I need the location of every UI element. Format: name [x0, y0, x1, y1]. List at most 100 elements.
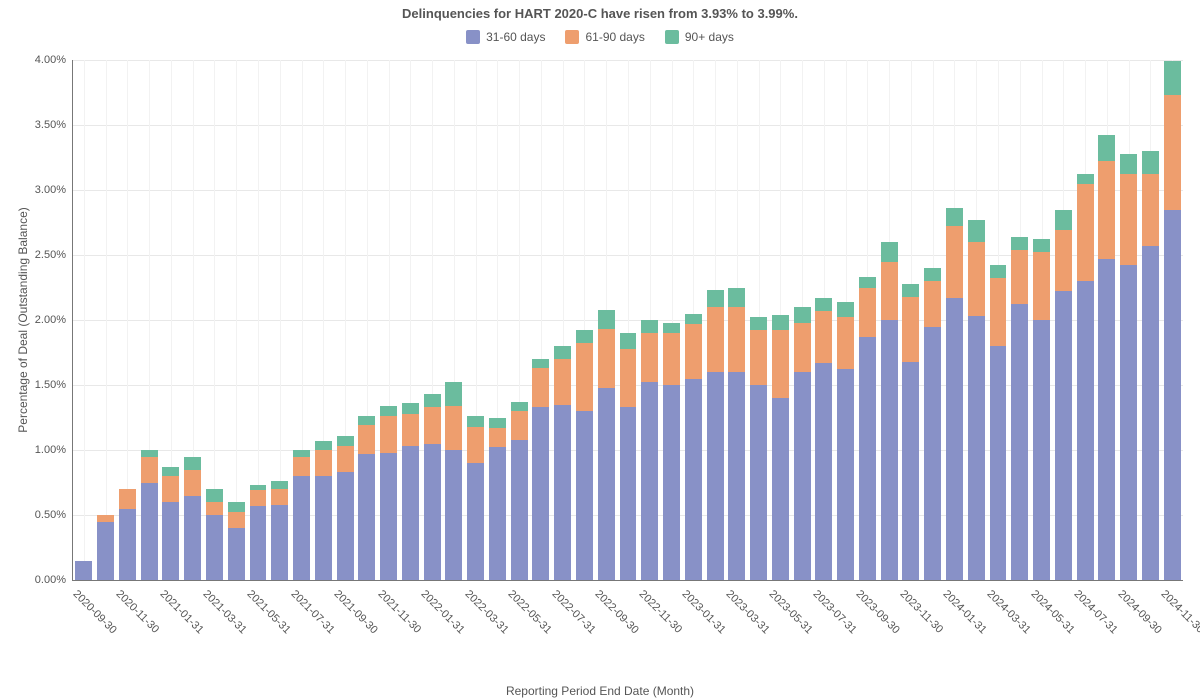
bar-segment — [337, 436, 354, 446]
legend-item: 90+ days — [665, 30, 734, 44]
bar-segment — [968, 242, 985, 316]
bar-segment — [794, 323, 811, 372]
bar-segment — [815, 298, 832, 311]
bar — [946, 60, 963, 580]
plot-area — [72, 60, 1183, 581]
bar-segment — [1077, 281, 1094, 580]
bar-segment — [119, 489, 136, 509]
bar-segment — [815, 363, 832, 580]
bar-segment — [620, 407, 637, 580]
x-tick-label: 2021-11-30 — [375, 588, 423, 636]
bar-segment — [293, 476, 310, 580]
bar-segment — [620, 333, 637, 349]
bar-segment — [141, 483, 158, 581]
y-tick-label: 3.00% — [0, 184, 66, 196]
bar-segment — [772, 330, 789, 398]
bar-segment — [576, 411, 593, 580]
x-tick-label: 2022-11-30 — [636, 588, 684, 636]
bar — [467, 60, 484, 580]
bar-segment — [772, 398, 789, 580]
bar — [1077, 60, 1094, 580]
bar-segment — [946, 298, 963, 580]
bar — [271, 60, 288, 580]
bar-segment — [228, 502, 245, 512]
bar-segment — [728, 372, 745, 580]
bar-segment — [707, 290, 724, 307]
bar-segment — [554, 405, 571, 581]
bar-segment — [554, 359, 571, 405]
x-tick-label: 2024-03-31 — [985, 588, 1033, 636]
legend-swatch — [466, 30, 480, 44]
bar-segment — [489, 428, 506, 448]
bar-segment — [1011, 237, 1028, 250]
bar — [881, 60, 898, 580]
legend-label: 31-60 days — [486, 30, 545, 44]
bar — [902, 60, 919, 580]
bar-segment — [1033, 239, 1050, 252]
bar-segment — [445, 382, 462, 405]
bar-segment — [1055, 230, 1072, 291]
legend-swatch — [565, 30, 579, 44]
y-tick-label: 1.00% — [0, 444, 66, 456]
bar — [1142, 60, 1159, 580]
bar-segment — [402, 446, 419, 580]
bar-segment — [119, 509, 136, 581]
bar — [1011, 60, 1028, 580]
bar-segment — [990, 265, 1007, 278]
x-axis-label: Reporting Period End Date (Month) — [506, 684, 694, 698]
bar-segment — [598, 310, 615, 330]
bar-segment — [902, 362, 919, 580]
bar-segment — [554, 346, 571, 359]
x-tick-label: 2023-07-31 — [810, 588, 858, 636]
x-tick-label: 2022-07-31 — [549, 588, 597, 636]
bar-segment — [162, 476, 179, 502]
delinquency-stacked-bar-chart: Delinquencies for HART 2020-C have risen… — [0, 0, 1200, 700]
bar-segment — [162, 467, 179, 476]
bar-segment — [641, 382, 658, 580]
bar — [511, 60, 528, 580]
bar-segment — [358, 416, 375, 425]
bar — [184, 60, 201, 580]
bar-segment — [924, 327, 941, 581]
bar — [250, 60, 267, 580]
bar-segment — [576, 343, 593, 411]
bar-segment — [532, 407, 549, 580]
bar — [489, 60, 506, 580]
bar-segment — [598, 388, 615, 580]
bar — [663, 60, 680, 580]
bar-segment — [946, 226, 963, 298]
bar-segment — [881, 320, 898, 580]
bar-segment — [228, 528, 245, 580]
bar-segment — [184, 470, 201, 496]
bar-segment — [445, 406, 462, 450]
bar-segment — [1077, 184, 1094, 282]
y-tick-label: 2.00% — [0, 314, 66, 326]
bar-segment — [1142, 246, 1159, 580]
bar — [1055, 60, 1072, 580]
x-tick-label: 2020-09-30 — [70, 588, 118, 636]
bar-segment — [206, 515, 223, 580]
bar-segment — [1164, 95, 1181, 209]
bar-segment — [511, 440, 528, 580]
bar-segment — [402, 403, 419, 413]
bar-segment — [424, 394, 441, 407]
x-tick-label: 2021-03-31 — [201, 588, 249, 636]
legend-item: 31-60 days — [466, 30, 545, 44]
bar — [554, 60, 571, 580]
bar-segment — [663, 385, 680, 580]
bar — [293, 60, 310, 580]
bar — [119, 60, 136, 580]
bar — [402, 60, 419, 580]
bar-segment — [511, 411, 528, 440]
bar-segment — [228, 512, 245, 528]
bar-segment — [97, 515, 114, 522]
bar-segment — [402, 414, 419, 447]
bar-segment — [1033, 252, 1050, 320]
bar-segment — [968, 220, 985, 242]
bar-segment — [685, 314, 702, 324]
bar-segment — [990, 278, 1007, 346]
bar — [337, 60, 354, 580]
bar-segment — [293, 450, 310, 457]
bar-segment — [750, 317, 767, 330]
bar-segment — [707, 372, 724, 580]
